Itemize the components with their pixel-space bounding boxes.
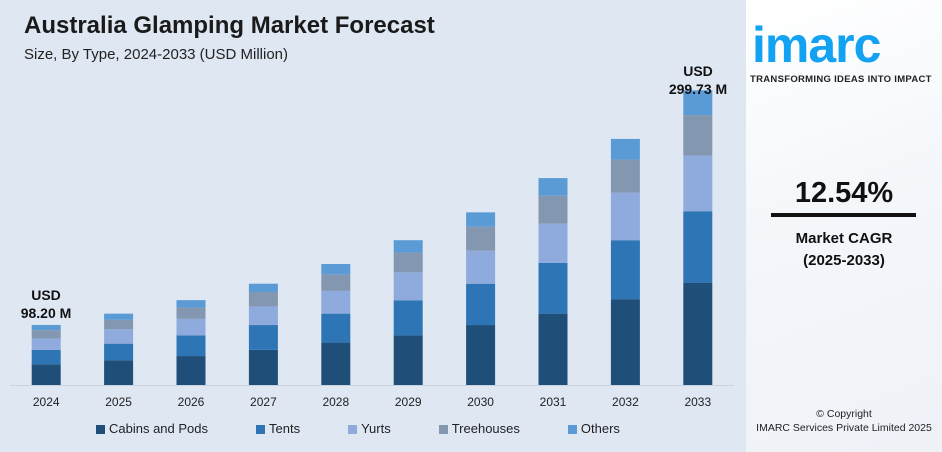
bar-2025-yurts [104,329,134,344]
legend-item: Tents [256,421,300,437]
cagr-label-text: Market CAGR [795,230,893,247]
bar-2024-treehouses [31,330,61,339]
bar-2029-cabins-and-pods [393,335,423,385]
bar-2028-treehouses [321,274,351,291]
legend-swatch [96,424,105,434]
x-tick-label: 2029 [395,395,422,409]
bar-2032-yurts [610,192,640,241]
bar-2029-treehouses [393,252,423,273]
bar-2033-treehouses [683,115,713,156]
bar-2025-cabins-and-pods [104,360,134,385]
bar-2033-yurts [683,155,713,212]
x-tick-label: 2032 [612,395,639,409]
bar-2026-tents [176,335,206,357]
bar-2026-others [176,300,206,308]
bar-2030-others [466,212,496,227]
cagr-value: 12.54% [794,177,894,209]
bar-2032-treehouses [610,159,640,193]
copyright: © Copyright IMARC Services Private Limit… [746,407,942,435]
legend-label: Others [580,421,620,436]
legend-swatch [438,424,448,434]
stacked-bar-chart: 2024 2025 2026 2027 2028 2029 2030 2031 2032 2033 [10,90,734,409]
legend-item: Yurts [348,421,391,437]
legend-label: Cabins and Pods [109,421,209,436]
bar-2026-yurts [176,318,206,336]
legend: Cabins and Pods Tents Yurts Treehouses Other… [96,421,668,437]
x-tick-label: 2026 [178,395,205,409]
x-tick-label: 2025 [105,395,132,409]
bar-2027-yurts [248,306,278,326]
legend-swatch [348,424,358,434]
bar-2025-treehouses [104,319,134,330]
bar-2030-tents [466,283,496,326]
cagr-label: Market CAGR (2025-2033) [746,228,942,272]
bar-2027-tents [248,325,278,350]
side-panel: imarc TRANSFORMING IDEAS INTO IMPACT 12.… [746,0,942,452]
bar-2033-tents [683,211,713,283]
annotation-2033-line2: 299.73 M [668,81,728,97]
bar-2033-cabins-and-pods [683,282,713,385]
x-tick-label: 2024 [33,395,60,409]
cagr-period: (2025-2033) [803,252,885,269]
bar-2029-yurts [393,272,423,301]
bar-2029-others [393,240,423,253]
bar-2024-others [31,324,61,331]
legend-swatch [256,424,266,434]
company-name: IMARC Services Private Limited 2025 [756,422,932,434]
x-tick-label: 2030 [467,395,494,409]
bar-2028-yurts [321,290,351,314]
legend-item: Others [567,421,620,437]
annotation-2033-line1: USD [683,63,713,79]
bar-2025-others [104,313,134,320]
x-tick-label: 2028 [322,395,349,409]
legend-label: Tents [269,421,301,436]
divider [771,213,916,217]
legend-label: Yurts [361,421,391,436]
bar-2030-treehouses [466,226,496,251]
legend-swatch [567,424,577,434]
chart-subtitle: Size, By Type, 2024-2033 (USD Million) [24,46,289,63]
bar-2031-cabins-and-pods [538,313,568,385]
bar-2024-tents [31,349,61,365]
bar-2025-tents [104,343,134,361]
bar-2032-tents [610,240,640,300]
annotation-2024-line2: 98.20 M [20,305,72,321]
bar-2031-others [538,178,568,196]
bar-2030-yurts [466,250,496,284]
chart-title: Australia Glamping Market Forecast [24,12,435,39]
bar-2029-tents [393,300,423,336]
imarc-logo: imarc [752,17,881,73]
copyright-label: © Copyright [816,408,872,420]
bar-2028-others [321,264,351,275]
bar-2030-cabins-and-pods [466,325,496,385]
bar-2033-others [683,90,713,116]
annotation-2024: USD 98.20 M [14,286,78,322]
bar-2027-treehouses [248,291,278,307]
bar-2031-treehouses [538,195,568,224]
tagline: TRANSFORMING IDEAS INTO IMPACT [750,74,932,85]
legend-item: Treehouses [438,421,520,437]
x-tick-label: 2027 [250,395,277,409]
bar-2027-cabins-and-pods [248,349,278,385]
bar-2024-yurts [31,338,61,350]
bar-2032-cabins-and-pods [610,299,640,385]
annotation-2024-line1: USD [31,287,61,303]
bar-2027-others [248,283,278,292]
bar-2026-cabins-and-pods [176,356,206,385]
bar-2028-tents [321,313,351,343]
x-tick-label: 2033 [684,395,711,409]
x-tick-label: 2031 [540,395,567,409]
legend-label: Treehouses [451,421,520,436]
legend-item: Cabins and Pods [96,421,208,437]
bar-2026-treehouses [176,307,206,319]
bar-2031-yurts [538,223,568,263]
bar-2028-cabins-and-pods [321,342,351,385]
bar-2031-tents [538,262,568,314]
bar-2024-cabins-and-pods [31,364,61,385]
annotation-2033: USD 299.73 M [658,62,738,98]
bar-2032-others [610,138,640,160]
